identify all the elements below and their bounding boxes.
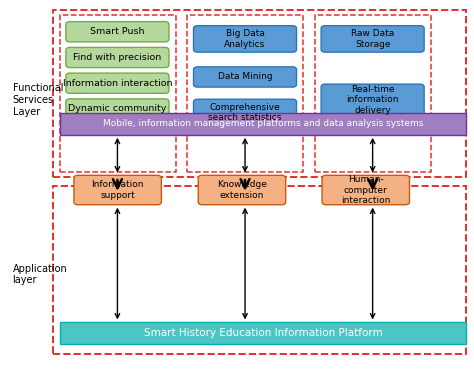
FancyBboxPatch shape — [193, 99, 297, 126]
FancyBboxPatch shape — [66, 47, 169, 68]
Bar — [53, 186, 466, 354]
Bar — [60, 113, 466, 135]
FancyBboxPatch shape — [322, 175, 410, 205]
Text: Dynamic community: Dynamic community — [68, 104, 167, 113]
FancyBboxPatch shape — [193, 26, 297, 52]
Text: Smart Push: Smart Push — [90, 27, 145, 36]
Text: Human-
computer
interaction: Human- computer interaction — [341, 175, 391, 205]
Text: Comprehensive
search statistics: Comprehensive search statistics — [209, 103, 282, 122]
FancyBboxPatch shape — [321, 26, 424, 52]
FancyBboxPatch shape — [66, 22, 169, 42]
Bar — [53, 10, 466, 177]
Text: Data Mining: Data Mining — [218, 72, 273, 82]
Text: Real-time
information
delivery: Real-time information delivery — [346, 85, 399, 115]
Text: Application
layer: Application layer — [12, 264, 67, 285]
FancyBboxPatch shape — [321, 84, 424, 115]
Text: Mobile, information management platforms and data analysis systems: Mobile, information management platforms… — [103, 119, 423, 128]
Bar — [60, 323, 466, 344]
Text: Knowledge
extension: Knowledge extension — [217, 180, 267, 200]
FancyBboxPatch shape — [66, 73, 169, 93]
Text: Big Data
Analytics: Big Data Analytics — [224, 29, 265, 49]
Text: Information interaction: Information interaction — [63, 79, 172, 88]
Bar — [187, 15, 303, 172]
Text: Find with precision: Find with precision — [73, 53, 162, 62]
Bar — [315, 15, 431, 172]
FancyBboxPatch shape — [198, 175, 286, 205]
Text: Information
support: Information support — [91, 180, 144, 200]
FancyBboxPatch shape — [74, 175, 161, 205]
FancyBboxPatch shape — [66, 99, 169, 119]
Text: Functional
Services
Layer: Functional Services Layer — [12, 83, 63, 117]
FancyBboxPatch shape — [193, 67, 297, 87]
Bar — [60, 15, 175, 172]
Text: Raw Data
Storage: Raw Data Storage — [351, 29, 394, 49]
Text: Smart History Education Information Platform: Smart History Education Information Plat… — [144, 328, 383, 338]
